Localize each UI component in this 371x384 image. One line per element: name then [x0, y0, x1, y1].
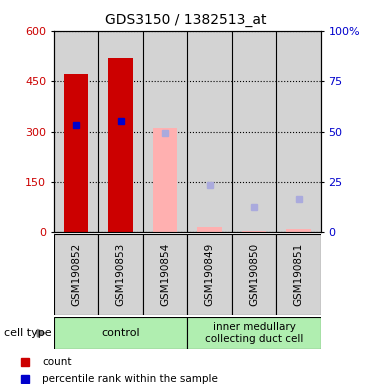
Bar [54, 317, 187, 349]
Text: percentile rank within the sample: percentile rank within the sample [42, 374, 218, 384]
Text: GSM190854: GSM190854 [160, 243, 170, 306]
Bar [98, 234, 143, 315]
Bar [143, 234, 187, 315]
Bar [232, 234, 276, 315]
Bar [153, 128, 177, 232]
Text: GSM190852: GSM190852 [71, 243, 81, 306]
Bar [54, 234, 98, 315]
Bar [108, 58, 133, 232]
Bar [242, 231, 266, 232]
Bar [98, 31, 143, 232]
Bar [187, 31, 232, 232]
Bar [232, 31, 276, 232]
Text: GDS3150 / 1382513_at: GDS3150 / 1382513_at [105, 13, 266, 27]
Text: count: count [42, 357, 72, 367]
Text: inner medullary
collecting duct cell: inner medullary collecting duct cell [205, 322, 303, 344]
Text: GSM190853: GSM190853 [116, 243, 125, 306]
Bar [187, 234, 232, 315]
Text: GSM190851: GSM190851 [294, 243, 303, 306]
Text: cell type: cell type [4, 328, 51, 338]
Text: GSM190849: GSM190849 [205, 243, 214, 306]
Bar [143, 31, 187, 232]
Text: control: control [101, 328, 140, 338]
Bar [276, 31, 321, 232]
Bar [197, 227, 222, 232]
Bar [286, 229, 311, 232]
Bar [54, 31, 98, 232]
Bar [187, 317, 321, 349]
Text: GSM190850: GSM190850 [249, 243, 259, 306]
Bar [276, 234, 321, 315]
Bar [64, 74, 88, 232]
